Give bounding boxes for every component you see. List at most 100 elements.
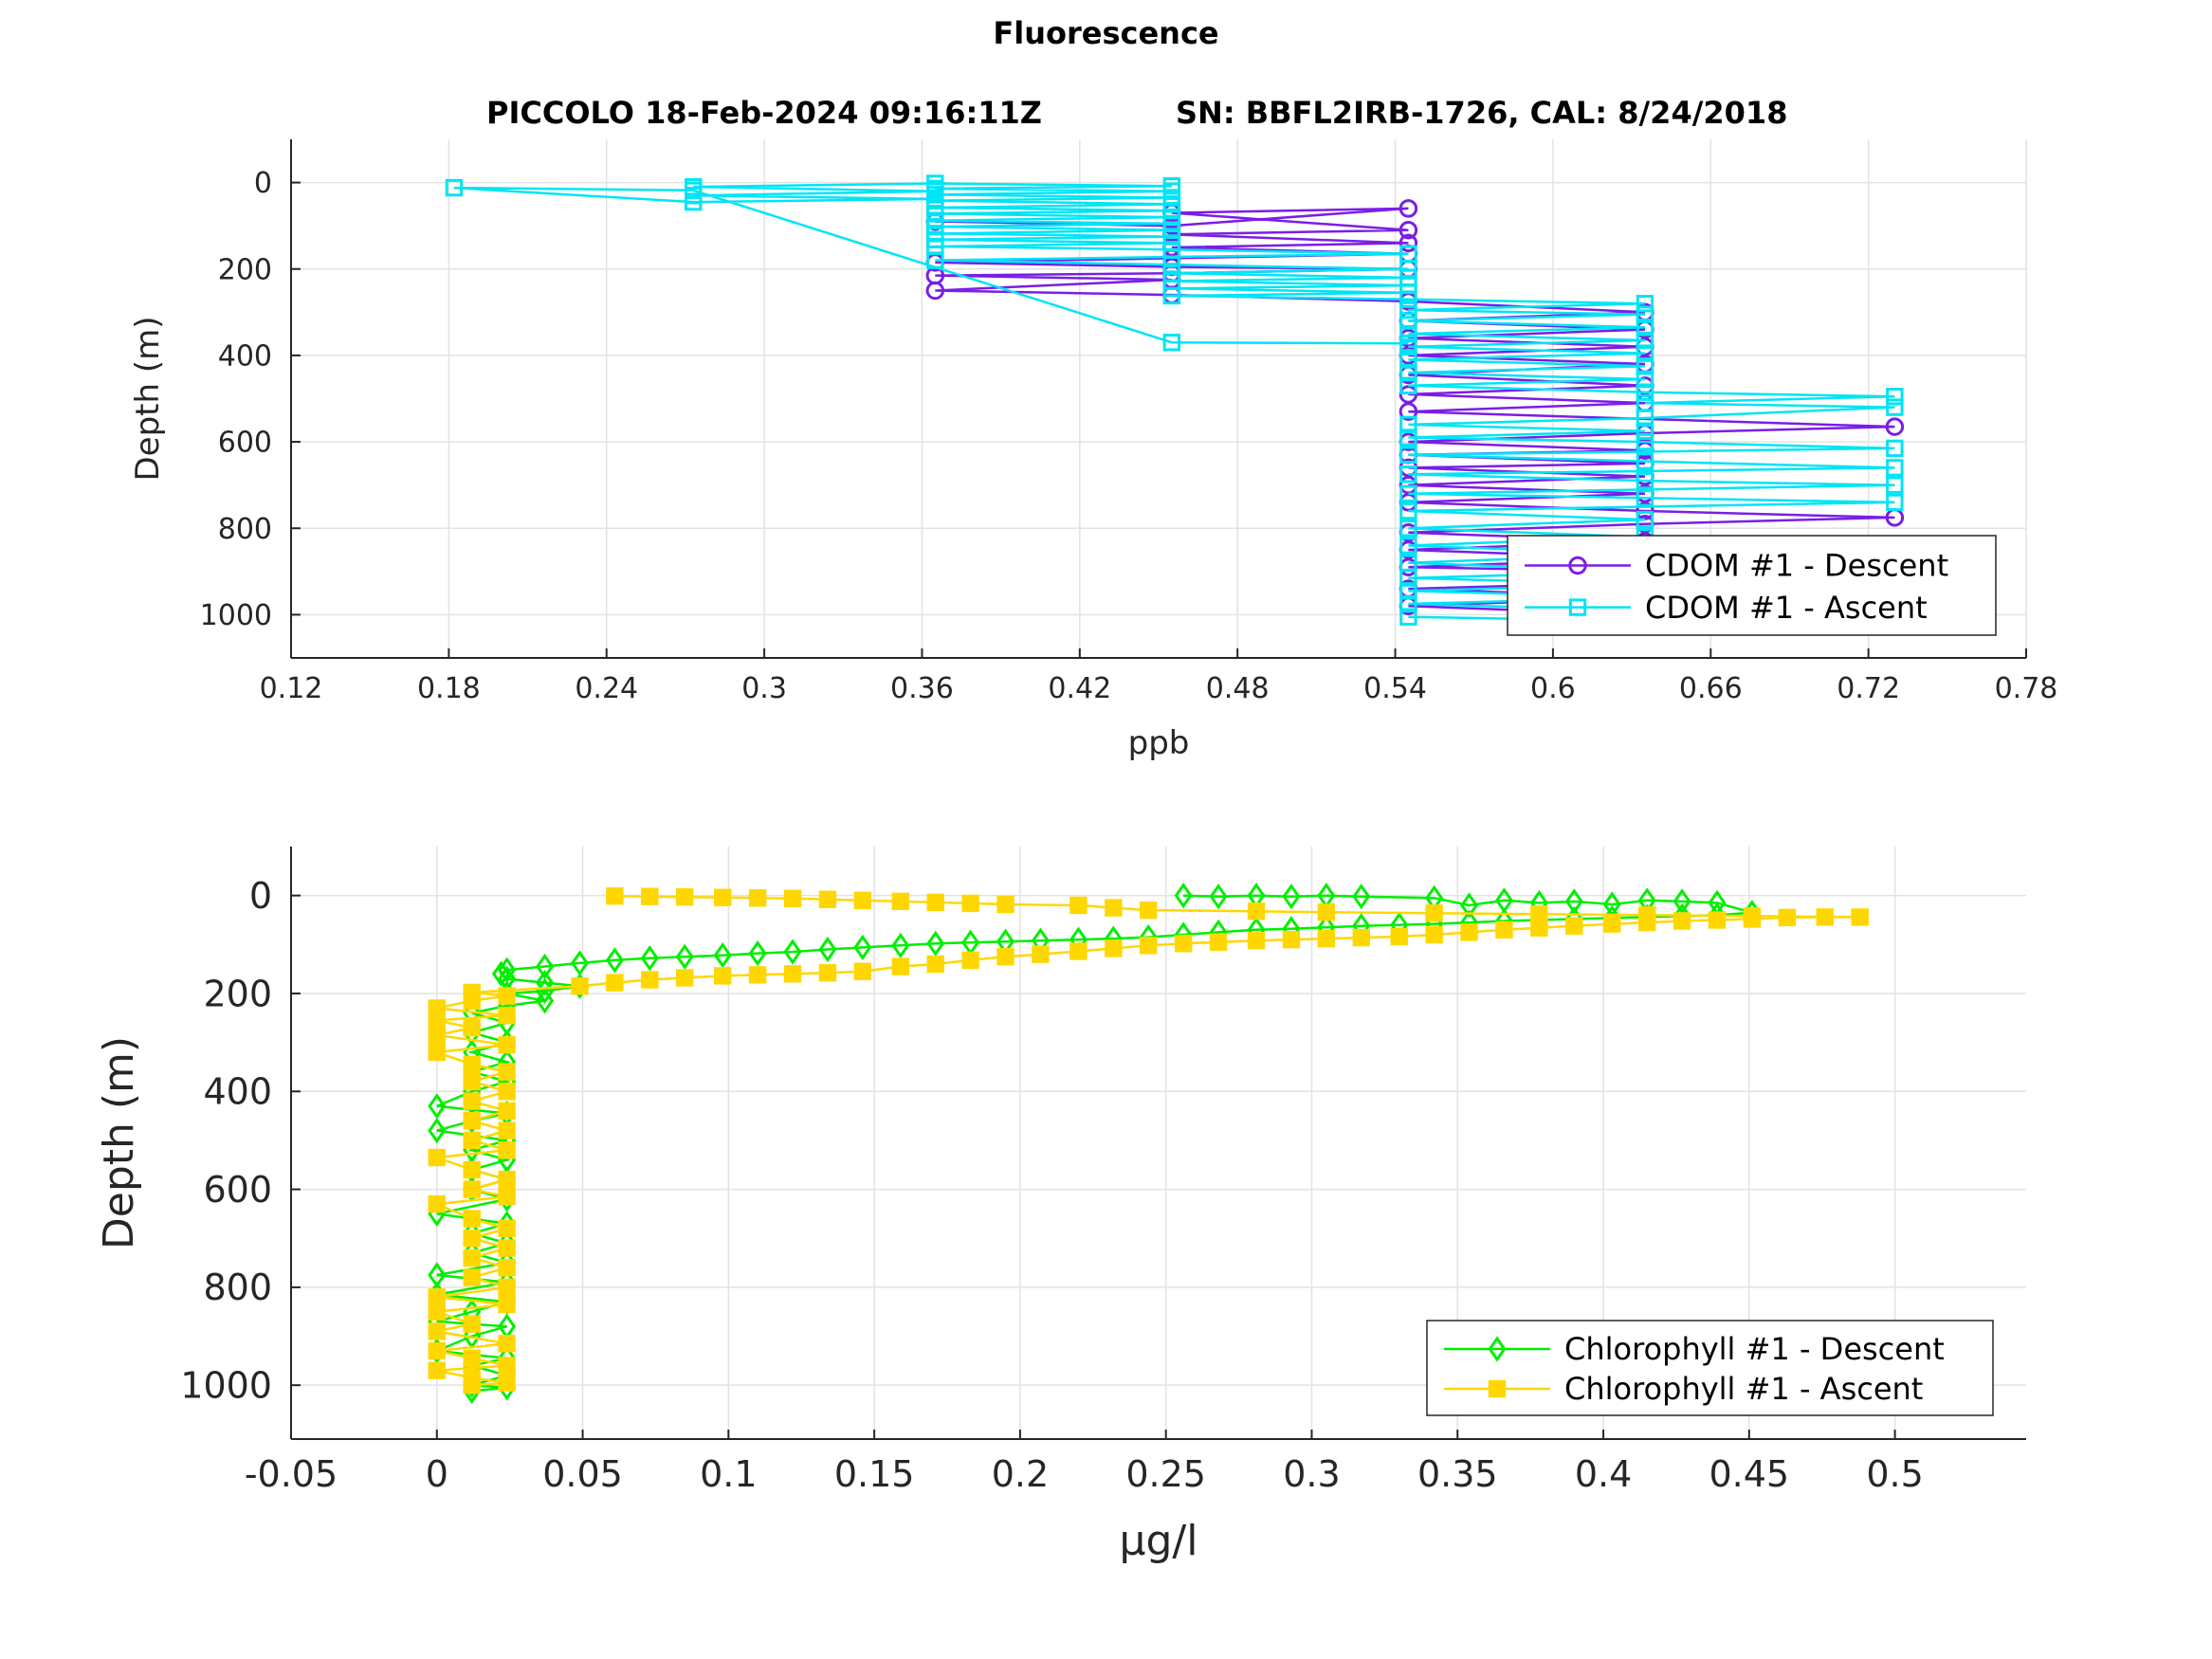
cdom-y-tick-label: 800 [218,513,272,546]
chl-ascent-point [606,974,624,992]
cdom-ascent-point [1636,432,1654,451]
chl-ascent-point [926,955,944,974]
chl-ascent-series [428,886,1869,1395]
chl-ascent-point [498,1083,516,1101]
cdom-ascent-point [1399,520,1417,538]
subtitle-sensor-calibration: SN: BBFL2IRB-1726, CAL: 8/24/2018 [1176,95,1788,131]
cdom-ascent-point [1636,452,1654,470]
chl-ascent-point [641,887,659,905]
chl-ascent-point [498,1007,516,1025]
chl-ascent-point [463,1072,481,1091]
chl-ascent-point [463,1369,481,1387]
chlorophyll-plot-panel: -0.05 0 0.05 0.1 0.15 0.2 0.25 0.3 0.35 0.4 0.45 0.… [95,847,2026,1565]
chl-ascent-point [498,1171,516,1189]
chl-descent-point [1460,892,1479,919]
chl-ascent-point [1778,908,1796,927]
chl-descent-point [536,988,555,1014]
cdom-ascent-point [1399,415,1417,434]
chl-ascent-point [498,1374,516,1392]
chl-ascent-point [961,951,979,970]
cdom-ascent-point [1886,493,1904,512]
chl-ascent-point [1530,905,1548,923]
chl-ascent-point [783,889,802,907]
chl-ascent-point [748,966,767,984]
chl-ascent-point [463,1349,481,1367]
chl-ascent-point [1708,911,1727,929]
chl-ascent-point [1495,921,1513,939]
cdom-ascent-point [1399,594,1417,613]
chl-ascent-point [498,1335,516,1353]
chl-descent-point [748,939,767,967]
chl-ascent-point [1851,908,1869,926]
cdom-ascent-point [1636,383,1654,401]
cdom-y-tick-label: 600 [218,427,272,460]
cdom-plot-panel: 0.12 0.18 0.24 0.3 0.36 0.42 0.48 0.54 0.6 0.66 0.… [129,139,2057,762]
chl-ascent-point [428,1043,446,1062]
chl-ascent-point [463,1055,481,1074]
chl-ascent-point [428,1341,446,1360]
chl-ascent-point [996,948,1015,966]
chl-ascent-point [818,890,837,908]
chl-ascent-point [463,1230,481,1248]
cdom-ascent-point [1636,344,1654,362]
cdom-ascent-point [1399,376,1417,395]
cdom-ascent-point [1399,351,1417,369]
cdom-descent-point [1398,220,1418,240]
chl-y-tick-label: 0 [249,875,272,917]
chl-ascent-point [463,1210,481,1228]
chl-ascent-point [1140,901,1158,920]
cdom-ascent-point [926,190,944,209]
chl-x-axis-label: μg/l [1120,1517,1198,1565]
cdom-descent-point [1885,417,1905,436]
cdom-ascent-point [1399,465,1417,483]
chl-ascent-point [498,1188,516,1206]
chl-ascent-point [1140,937,1158,955]
chl-ascent-point [571,977,589,995]
cdom-descent-point [925,281,945,301]
cdom-x-tick-label: 0.36 [890,672,954,705]
chl-x-tick-label: 0.5 [1866,1453,1923,1495]
chl-ascent-point [428,1194,446,1213]
subtitle-platform-date: PICCOLO 18-Feb-2024 09:16:11Z [486,95,1042,131]
chl-x-tick-label: 0.4 [1575,1453,1632,1495]
chl-ascent-point [463,1092,481,1110]
chl-y-tick-label: 600 [203,1169,272,1211]
cdom-y-axis-label: Depth (m) [129,316,167,481]
chl-ascent-point [1425,904,1443,922]
cdom-ascent-point [1636,471,1654,490]
chl-ascent-point [428,1303,446,1321]
cdom-legend-box [1507,535,1997,636]
cdom-ascent-point [1399,245,1417,263]
chl-ascent-point [926,893,944,912]
cdom-ascent-point [1886,476,1904,494]
chl-ascent-point [1209,933,1228,951]
cdom-ascent-point [1162,334,1181,352]
cdom-x-tick-label: 0.6 [1530,672,1576,705]
chl-descent-legend-marker [1488,1336,1507,1362]
chl-ascent-point [748,889,767,907]
chl-ascent-point [1743,907,1762,925]
cdom-ascent-point [1399,312,1417,330]
chl-x-tick-label: 0.1 [700,1453,757,1495]
chl-ascent-point [1317,929,1336,948]
chl-descent-legend-label: Chlorophyll #1 - Descent [1564,1331,1945,1367]
chl-ascent-point [498,1035,516,1054]
cdom-ascent-line [453,182,1895,623]
chl-x-tick-label: 0.05 [542,1453,623,1495]
chl-ascent-point [1390,927,1408,946]
chl-x-tick-label: 0.2 [992,1453,1049,1495]
chl-descent-point [853,934,872,961]
chl-ascent-point [498,1278,516,1297]
cdom-ascent-legend-marker [1568,598,1587,616]
cdom-descent-point [1398,233,1418,253]
cdom-ascent-point [445,178,464,197]
chl-ascent-point [463,1315,481,1333]
cdom-ascent-point [685,192,703,211]
chl-y-tick-label: 400 [203,1071,272,1113]
cdom-y-tick-label: 1000 [200,599,272,632]
cdom-y-tick-label: 400 [218,339,272,373]
cdom-ascent-legend-label: CDOM #1 - Ascent [1645,590,1928,626]
cdom-x-tick-label: 0.12 [260,672,323,705]
cdom-ascent-point [1636,489,1654,507]
cdom-x-tick-label: 0.42 [1048,672,1111,705]
